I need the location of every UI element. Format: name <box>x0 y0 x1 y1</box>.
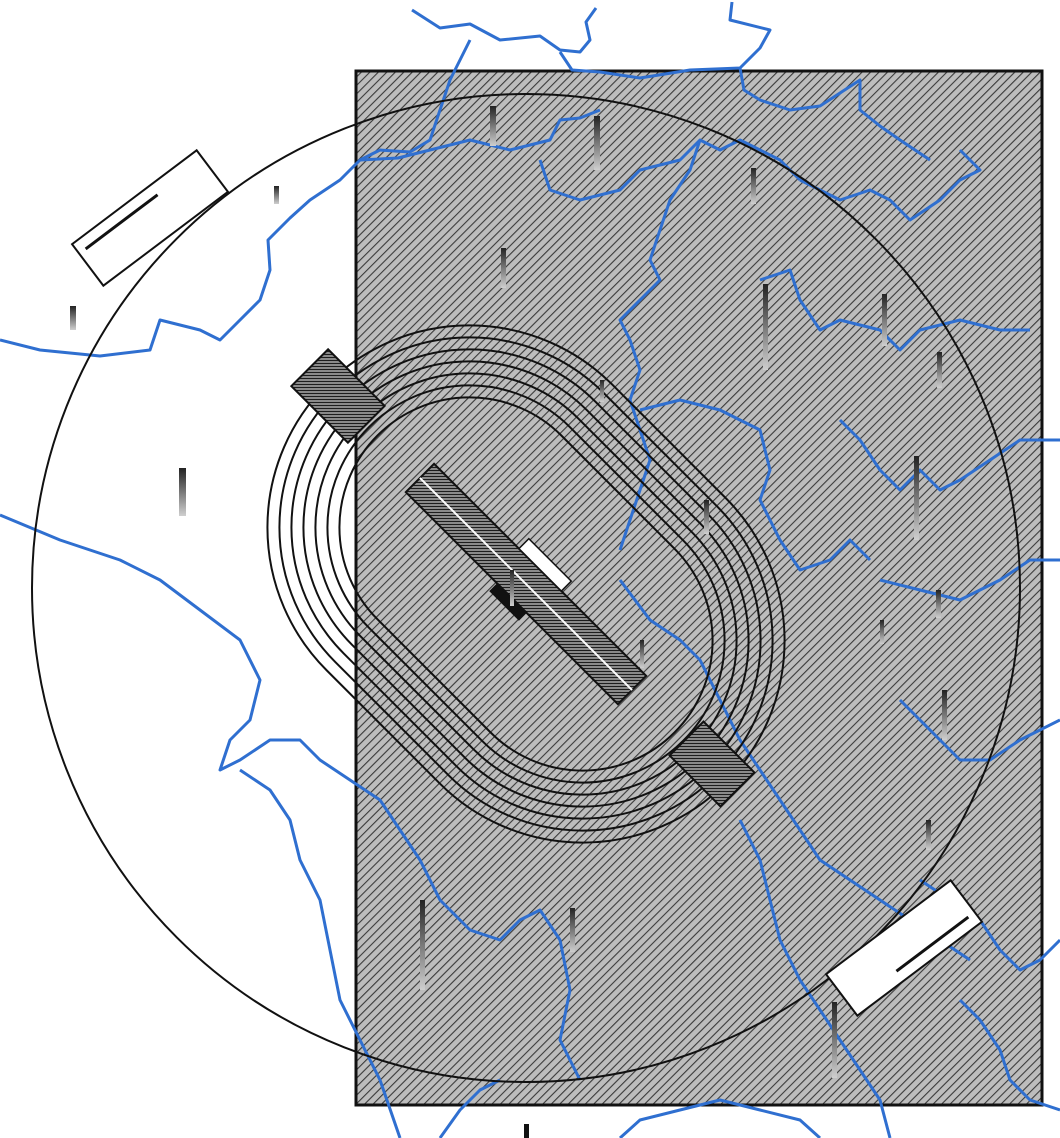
vertical-marker <box>524 1124 529 1138</box>
vertical-marker <box>420 900 425 990</box>
vertical-marker <box>937 352 942 388</box>
boundary-line <box>799 148 982 222</box>
boundary-line <box>738 67 931 162</box>
boundary-line <box>411 7 598 54</box>
vertical-marker <box>926 820 931 850</box>
outer-circle <box>31 93 1021 1083</box>
vertical-marker <box>70 306 76 330</box>
vertical-marker <box>763 284 768 370</box>
boundary-line <box>958 998 1060 1112</box>
vertical-marker <box>501 248 506 288</box>
boundary-line <box>618 1098 822 1138</box>
boundary-line <box>239 768 402 1138</box>
vertical-markers <box>70 106 947 1138</box>
central-bar <box>404 462 648 706</box>
boundary-line <box>759 268 1030 352</box>
boundary-line <box>618 579 971 962</box>
vertical-marker <box>274 186 279 204</box>
boundary-line <box>838 418 1060 492</box>
vertical-marker <box>510 570 514 606</box>
boundary-line <box>558 1 772 80</box>
vertical-marker <box>914 456 919 540</box>
boundary-line <box>0 39 472 358</box>
boundary-line <box>639 398 872 572</box>
vertical-marker <box>179 468 186 516</box>
boundary-line <box>0 513 582 1081</box>
vertical-marker <box>882 294 887 346</box>
hatched-block <box>668 720 756 808</box>
boundary-line <box>538 138 802 202</box>
vertical-marker <box>594 116 600 170</box>
vertical-marker <box>880 620 884 644</box>
vertical-marker <box>600 380 604 402</box>
vertical-marker <box>936 590 941 618</box>
vertical-marker <box>570 908 575 952</box>
oval-track <box>266 324 786 844</box>
vertical-marker <box>942 690 947 740</box>
track-lane <box>338 396 714 772</box>
hatched-block <box>289 347 387 445</box>
boundary-line <box>738 819 892 1138</box>
boundary-line <box>438 1078 501 1138</box>
vertical-marker <box>704 500 709 534</box>
vertical-marker <box>490 106 496 146</box>
small-rectangle <box>824 878 984 1018</box>
vertical-marker <box>832 1002 837 1078</box>
small-rectangle <box>70 148 230 288</box>
boundary-line <box>618 139 702 551</box>
boundary-line <box>898 698 1060 762</box>
boundary-line <box>879 558 1060 602</box>
boundary-line <box>359 108 601 162</box>
vertical-marker <box>751 168 756 204</box>
vertical-marker <box>640 640 644 668</box>
